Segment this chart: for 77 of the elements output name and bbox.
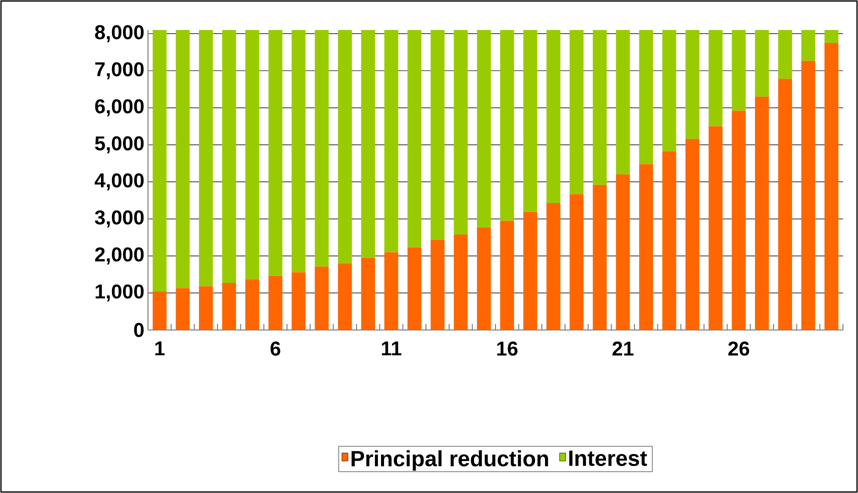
y-tick-label: 1,000 xyxy=(96,284,144,302)
x-tick-label: 16 xyxy=(497,342,518,356)
bar xyxy=(198,286,213,330)
bar xyxy=(314,266,329,330)
bar xyxy=(662,151,676,330)
bar xyxy=(245,279,260,330)
x-tick-label: 1 xyxy=(155,342,165,356)
bar xyxy=(616,174,630,330)
bar xyxy=(708,30,723,126)
bar xyxy=(152,30,167,292)
bar xyxy=(732,30,746,111)
bar xyxy=(685,30,700,139)
y-tick-label: 2,000 xyxy=(95,247,144,264)
bar xyxy=(476,30,491,228)
bar xyxy=(685,138,700,330)
bar xyxy=(454,234,468,330)
bar xyxy=(454,30,468,234)
bar xyxy=(570,194,584,330)
bar xyxy=(500,220,514,330)
bar xyxy=(824,30,838,43)
bar xyxy=(754,30,769,97)
bar xyxy=(546,30,560,203)
bar xyxy=(476,227,491,330)
bar xyxy=(592,184,607,330)
bar xyxy=(222,282,236,330)
bar xyxy=(268,276,282,330)
bar xyxy=(384,252,398,330)
bar xyxy=(338,30,352,264)
bar xyxy=(732,110,746,330)
bar xyxy=(361,258,376,330)
bar xyxy=(592,30,607,185)
bar xyxy=(801,60,816,330)
bar xyxy=(430,240,445,330)
bar xyxy=(639,30,654,164)
bar xyxy=(407,30,422,248)
bar xyxy=(708,126,723,330)
bar xyxy=(616,30,630,174)
legend-label: Interest xyxy=(569,450,647,466)
y-tick-label: 4,000 xyxy=(94,173,144,190)
bar xyxy=(523,30,538,212)
x-tick-label: 11 xyxy=(382,342,402,356)
x-tick-label: 21 xyxy=(612,342,634,356)
bar xyxy=(546,202,560,330)
bar xyxy=(384,30,398,252)
bar xyxy=(222,30,236,283)
bar xyxy=(778,30,792,79)
bar xyxy=(361,30,376,258)
y-tick-label: 5,000 xyxy=(95,136,144,154)
bar xyxy=(198,30,213,286)
bar xyxy=(639,164,654,330)
bar xyxy=(824,42,838,330)
bar xyxy=(801,30,816,61)
bar xyxy=(662,30,676,152)
bar xyxy=(778,78,792,330)
y-tick-label: 6,000 xyxy=(95,99,144,116)
bar xyxy=(268,30,282,276)
y-tick-label: 3,000 xyxy=(94,210,144,228)
bar xyxy=(754,96,769,330)
y-tick-label: 0 xyxy=(134,322,144,338)
bar xyxy=(176,288,190,330)
bar xyxy=(523,212,538,330)
y-tick-label: 8,000 xyxy=(95,25,144,42)
bar xyxy=(430,30,445,240)
bar xyxy=(407,247,422,330)
x-tick-label: 6 xyxy=(270,342,280,356)
x-tick-label: 26 xyxy=(728,342,750,356)
bar xyxy=(245,30,260,280)
bar xyxy=(338,263,352,330)
bar xyxy=(176,30,190,288)
bar xyxy=(570,30,584,194)
bar xyxy=(292,272,306,330)
bar xyxy=(152,291,167,330)
bar xyxy=(314,30,329,267)
y-tick-label: 7,000 xyxy=(95,62,144,80)
legend-label: Principal reduction xyxy=(352,450,548,471)
bar xyxy=(292,30,306,272)
bar xyxy=(500,30,514,221)
